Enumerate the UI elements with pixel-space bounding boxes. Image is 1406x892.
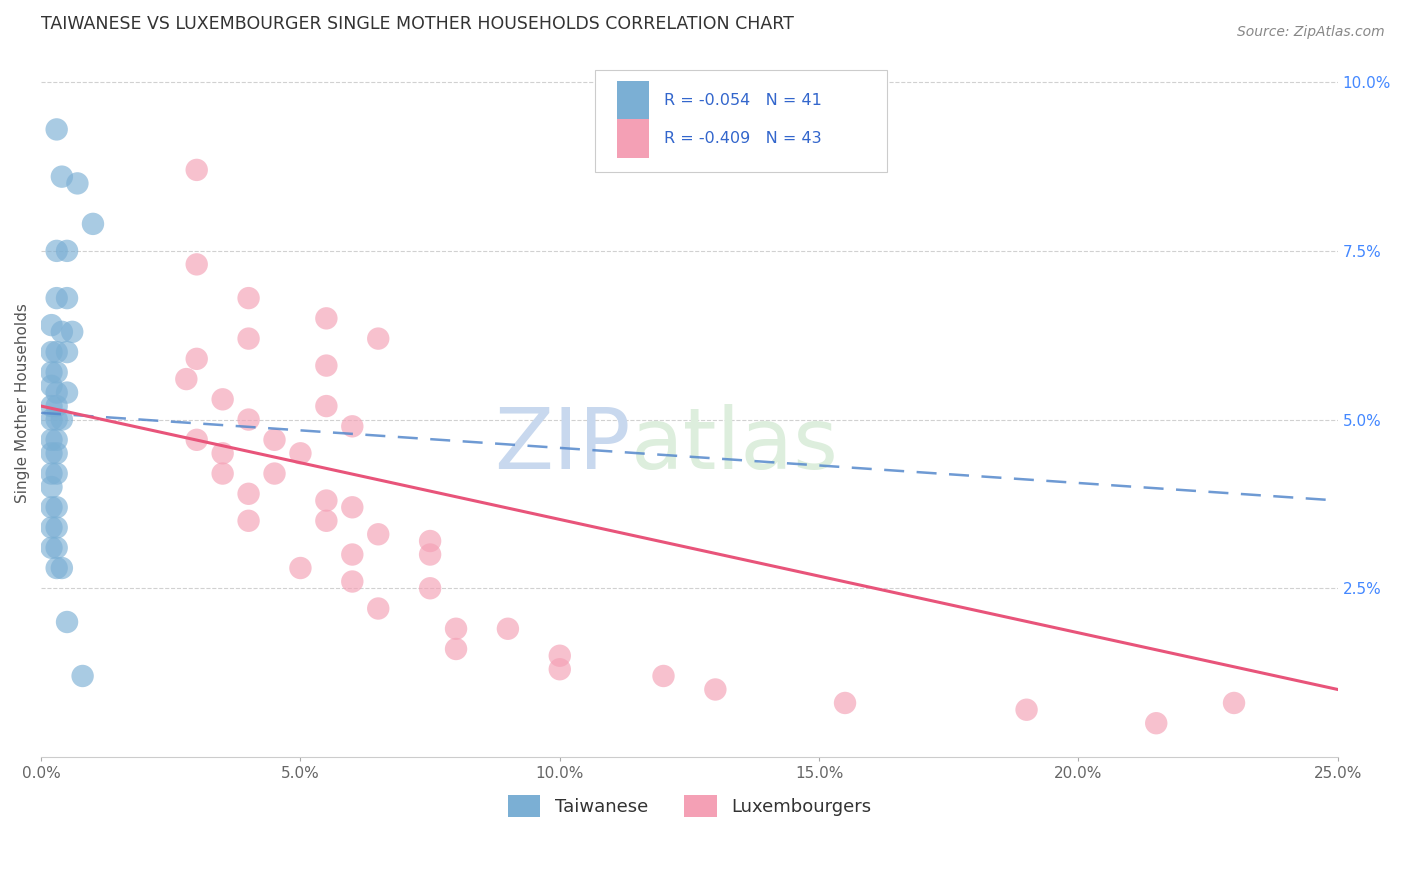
Point (1223, 696, 1246, 710)
Point (238, 412, 260, 426)
Bar (617, 80, 650, 120)
Point (496, 622, 519, 636)
Point (41, 318, 63, 332)
Point (41, 467, 63, 481)
Point (82, 217, 104, 231)
Point (41, 345, 63, 359)
Point (56, 244, 79, 258)
Point (45, 244, 67, 258)
Point (444, 622, 467, 636)
Point (45, 122, 67, 136)
Point (45, 399, 67, 413)
Point (419, 534, 441, 549)
Point (41, 433, 63, 447)
Point (60, 325, 83, 339)
Text: Source: ZipAtlas.com: Source: ZipAtlas.com (1237, 25, 1385, 39)
Point (45, 291, 67, 305)
Point (342, 419, 364, 434)
Point (45, 446, 67, 460)
Text: ZIP: ZIP (495, 404, 631, 487)
Point (290, 561, 312, 575)
Point (45, 433, 67, 447)
Point (51, 325, 73, 339)
Point (186, 162, 208, 177)
Point (211, 467, 233, 481)
Point (51, 561, 73, 575)
Point (211, 446, 233, 460)
Point (238, 332, 260, 346)
Point (41, 412, 63, 426)
Point (315, 359, 337, 373)
Point (704, 682, 727, 697)
Point (45, 412, 67, 426)
Legend: Taiwanese, Luxembourgers: Taiwanese, Luxembourgers (499, 786, 880, 826)
Point (186, 351, 208, 366)
Point (367, 527, 389, 541)
Y-axis label: Single Mother Households: Single Mother Households (15, 302, 30, 502)
Point (45, 520, 67, 534)
Point (263, 433, 285, 447)
Point (186, 257, 208, 271)
Point (315, 493, 337, 508)
Point (51, 169, 73, 184)
Point (56, 291, 79, 305)
Point (45, 500, 67, 515)
Point (315, 399, 337, 413)
Point (263, 467, 285, 481)
Point (41, 541, 63, 555)
Point (367, 601, 389, 615)
Bar (617, 119, 650, 158)
Point (41, 520, 63, 534)
Point (548, 662, 571, 676)
Point (56, 345, 79, 359)
Text: TAIWANESE VS LUXEMBOURGER SINGLE MOTHER HOUSEHOLDS CORRELATION CHART: TAIWANESE VS LUXEMBOURGER SINGLE MOTHER … (41, 15, 794, 33)
Point (45, 541, 67, 555)
FancyBboxPatch shape (595, 70, 887, 172)
Text: R = -0.409   N = 43: R = -0.409 N = 43 (664, 131, 821, 146)
Point (342, 548, 364, 562)
Point (45, 365, 67, 379)
Point (56, 385, 79, 400)
Point (41, 446, 63, 460)
Point (56, 615, 79, 629)
Point (45, 385, 67, 400)
Point (419, 581, 441, 595)
Point (367, 332, 389, 346)
Point (41, 365, 63, 379)
Point (315, 311, 337, 326)
Point (238, 291, 260, 305)
Point (1015, 703, 1038, 717)
Point (72, 669, 94, 683)
Point (444, 642, 467, 657)
Text: atlas: atlas (631, 404, 839, 487)
Point (342, 500, 364, 515)
Point (41, 399, 63, 413)
Point (315, 514, 337, 528)
Point (290, 446, 312, 460)
Point (548, 648, 571, 663)
Point (186, 433, 208, 447)
Point (176, 372, 198, 386)
Point (238, 487, 260, 501)
Point (1144, 716, 1167, 731)
Point (419, 548, 441, 562)
Point (342, 574, 364, 589)
Point (41, 500, 63, 515)
Point (834, 696, 856, 710)
Point (652, 669, 675, 683)
Text: R = -0.054   N = 41: R = -0.054 N = 41 (664, 93, 821, 108)
Point (238, 514, 260, 528)
Point (66, 177, 89, 191)
Point (41, 379, 63, 393)
Point (45, 467, 67, 481)
Point (51, 412, 73, 426)
Point (45, 561, 67, 575)
Point (211, 392, 233, 407)
Point (41, 480, 63, 494)
Point (45, 345, 67, 359)
